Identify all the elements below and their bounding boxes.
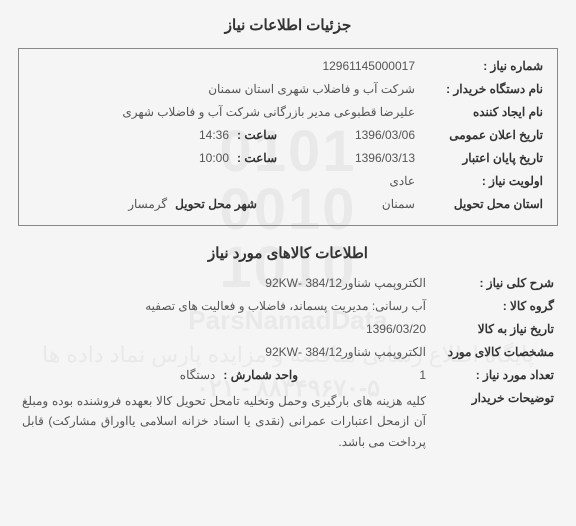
announce-time-value: 14:36 — [189, 128, 229, 142]
goods-box: شرح کلی نیاز : الکتروپمپ شناور384/12 -92… — [18, 276, 558, 452]
goods-spec-label: مشخصات کالای مورد — [434, 345, 554, 359]
goods-unit-label: واحد شمارش : — [223, 368, 298, 382]
goods-group-value: آب رسانی: مدیریت پسماند، فاضلاب و فعالیت… — [22, 299, 426, 313]
goods-group-label: گروه کالا : — [434, 299, 554, 313]
buyer-label: نام دستگاه خریدار : — [423, 82, 543, 96]
goods-desc-label: شرح کلی نیاز : — [434, 276, 554, 290]
buyer-value: شرکت آب و فاضلاب شهری استان سمنان — [33, 82, 415, 96]
details-box: شماره نیاز : 12961145000017 نام دستگاه خ… — [18, 48, 558, 226]
city-value: گرمسار — [127, 197, 167, 211]
buyer-note-value: کلیه هزینه های بارگیری وحمل وتخلیه تامحل… — [22, 391, 426, 452]
expire-time-value: 10:00 — [189, 151, 229, 165]
city-label: شهر محل تحویل — [175, 197, 257, 211]
section-title-details: جزئیات اطلاعات نیاز — [18, 16, 558, 34]
expire-date-label: تاریخ پایان اعتبار — [423, 151, 543, 165]
announce-date-value: 1396/03/06 — [325, 128, 415, 142]
creator-value: علیرضا قطبوعی مدیر بازرگانی شرکت آب و فا… — [33, 105, 415, 119]
goods-count-label: تعداد مورد نیاز : — [434, 368, 554, 382]
announce-date-label: تاریخ اعلان عمومی — [423, 128, 543, 142]
goods-count-value: 1 — [386, 368, 426, 382]
buyer-note-label: توضیحات خریدار — [434, 391, 554, 405]
priority-label: اولویت نیاز : — [423, 174, 543, 188]
goods-spec-value: الکتروپمپ شناور384/12 -92KW — [22, 345, 426, 359]
priority-value: عادی — [33, 174, 415, 188]
announce-time-label: ساعت : — [237, 128, 277, 142]
need-no-label: شماره نیاز : — [423, 59, 543, 73]
goods-unit-value: دستگاه — [175, 368, 215, 382]
expire-date-value: 1396/03/13 — [325, 151, 415, 165]
goods-desc-value: الکتروپمپ شناور384/12 -92KW — [22, 276, 426, 290]
expire-time-label: ساعت : — [237, 151, 277, 165]
section-title-goods: اطلاعات کالاهای مورد نیاز — [18, 244, 558, 262]
creator-label: نام ایجاد کننده — [423, 105, 543, 119]
province-value: سمنان — [325, 197, 415, 211]
province-label: استان محل تحویل — [423, 197, 543, 211]
goods-need-date-value: 1396/03/20 — [22, 322, 426, 336]
goods-need-date-label: تاریخ نیاز به کالا — [434, 322, 554, 336]
need-no-value: 12961145000017 — [33, 59, 415, 73]
